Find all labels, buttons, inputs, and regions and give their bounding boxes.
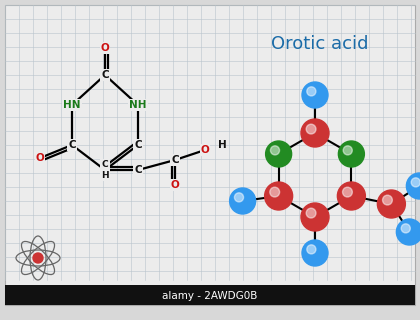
Circle shape bbox=[230, 188, 256, 214]
Circle shape bbox=[407, 173, 420, 199]
Text: O: O bbox=[171, 180, 179, 190]
Text: alamy - 2AWDG0B: alamy - 2AWDG0B bbox=[162, 291, 258, 301]
Circle shape bbox=[378, 190, 405, 218]
Circle shape bbox=[401, 224, 410, 233]
Circle shape bbox=[383, 195, 392, 205]
Text: C: C bbox=[101, 70, 109, 80]
FancyBboxPatch shape bbox=[5, 5, 415, 305]
Text: H: H bbox=[218, 140, 227, 150]
Circle shape bbox=[270, 187, 280, 197]
Text: O: O bbox=[201, 145, 210, 155]
Circle shape bbox=[307, 87, 316, 96]
Circle shape bbox=[301, 119, 329, 147]
Circle shape bbox=[306, 208, 316, 218]
Circle shape bbox=[302, 240, 328, 266]
Circle shape bbox=[411, 178, 420, 187]
Text: Orotic acid: Orotic acid bbox=[271, 35, 369, 53]
Circle shape bbox=[343, 146, 352, 155]
Text: C: C bbox=[134, 140, 142, 150]
Circle shape bbox=[339, 141, 365, 167]
Circle shape bbox=[265, 141, 291, 167]
Text: C: C bbox=[68, 140, 76, 150]
Circle shape bbox=[301, 203, 329, 231]
Text: O: O bbox=[101, 43, 109, 53]
Circle shape bbox=[343, 187, 352, 197]
Text: O: O bbox=[36, 153, 45, 163]
Circle shape bbox=[265, 182, 293, 210]
Text: C
H: C H bbox=[101, 160, 109, 180]
Circle shape bbox=[306, 124, 316, 134]
Text: C: C bbox=[134, 165, 142, 175]
Circle shape bbox=[337, 182, 365, 210]
FancyBboxPatch shape bbox=[5, 285, 415, 305]
Circle shape bbox=[33, 253, 43, 263]
Circle shape bbox=[270, 146, 280, 155]
Circle shape bbox=[302, 82, 328, 108]
Circle shape bbox=[396, 219, 420, 245]
Circle shape bbox=[234, 193, 244, 202]
Text: C: C bbox=[171, 155, 179, 165]
Circle shape bbox=[307, 245, 316, 254]
Text: NH: NH bbox=[129, 100, 147, 110]
Text: HN: HN bbox=[63, 100, 81, 110]
